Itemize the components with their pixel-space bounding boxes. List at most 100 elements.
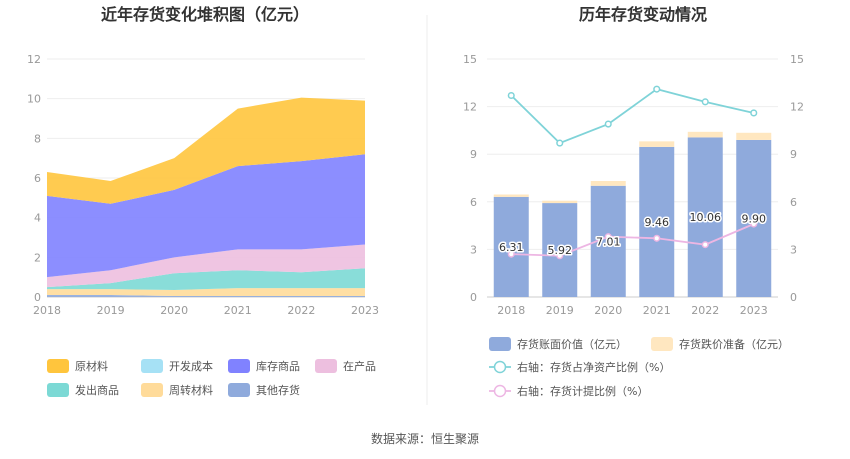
legend-label-other_inventory: 其他存货 (256, 383, 300, 397)
right-y2-tick-label: 15 (790, 53, 804, 66)
bar-book_value (542, 203, 578, 297)
left-y-tick-label: 6 (34, 172, 41, 185)
point-ratio_provision (556, 252, 564, 260)
right-x-tick-label: 2018 (497, 304, 525, 317)
point-ratio_assets (701, 98, 709, 106)
left-y-tick-label: 0 (34, 291, 41, 304)
right-legend: 存货账面价值（亿元） 存货跌价准备（亿元） 右轴：存货占净资产比例（%） 右轴：存货计… (489, 337, 789, 398)
right-chart-title: 历年存货变动情况 (579, 5, 707, 24)
data-source: 数据来源：恒生聚源 (371, 431, 479, 446)
legend-label-ratio_assets: 右轴：存货占净资产比例（%） (517, 360, 670, 374)
bar-book_value (639, 146, 675, 297)
bar-book_value (687, 137, 723, 297)
legend-label-ratio_provision: 右轴：存货计提比例（%） (517, 384, 648, 398)
right-y2-tick-label: 12 (790, 101, 804, 114)
left-y-tick-label: 8 (34, 132, 41, 145)
legend-label-shipped_goods: 发出商品 (75, 383, 119, 397)
left-y-tick-label: 10 (27, 93, 41, 106)
line-ratio_assets (510, 88, 754, 145)
legend-marker-ratio_provision (493, 384, 507, 398)
left-y-tick-label: 12 (27, 53, 41, 66)
bar-impairment (639, 141, 675, 147)
point-ratio_provision (604, 233, 612, 241)
right-y-tick-label: 3 (470, 243, 477, 256)
bar-value-label: 9.46 (645, 216, 670, 229)
legend-swatch-impairment (651, 337, 673, 351)
legend-marker-ratio_assets (493, 360, 507, 374)
right-y2-tick-label: 0 (790, 291, 797, 304)
point-ratio_assets (556, 139, 564, 147)
legend-swatch-raw_materials (47, 359, 69, 373)
legend-label-wip: 在产品 (343, 359, 376, 373)
legend-label-raw_materials: 原材料 (75, 359, 108, 373)
bar-value-label: 5.92 (548, 244, 573, 257)
bar-impairment (590, 181, 626, 186)
bar-impairment (736, 132, 772, 140)
right-y-tick-label: 12 (463, 101, 477, 114)
bar-impairment (493, 194, 529, 197)
area-raw_materials (47, 97, 365, 204)
point-ratio_provision (507, 250, 515, 258)
bar-value-label: 7.01 (596, 235, 621, 248)
legend-label-finished_goods: 库存商品 (256, 359, 300, 373)
point-ratio_assets (507, 91, 515, 100)
left-x-tick-label: 2023 (351, 304, 379, 317)
left-x-tick-label: 2019 (97, 304, 125, 317)
left-x-tick-label: 2021 (224, 304, 252, 317)
right-y2-tick-label: 9 (790, 148, 797, 161)
right-y-tick-label: 0 (470, 291, 477, 304)
right-y-tick-label: 9 (470, 148, 477, 161)
bar-value-label: 9.90 (742, 212, 767, 225)
right-x-tick-label: 2019 (546, 304, 574, 317)
left-y-tick-label: 2 (34, 251, 41, 264)
legend-swatch-book_value (489, 337, 511, 351)
left-y-tick-label: 4 (34, 212, 41, 225)
legend-swatch-turnover_materials (141, 383, 163, 397)
right-x-tick-label: 2023 (740, 304, 768, 317)
area-shipped_goods (47, 268, 365, 291)
legend-label-book_value: 存货账面价值（亿元） (517, 337, 627, 351)
left-areas (47, 97, 365, 297)
left-chart-title: 近年存货变化堆积图（亿元） (101, 5, 309, 24)
legend-label-impairment: 存货跌价准备（亿元） (679, 337, 789, 351)
area-wip (47, 244, 365, 288)
right-x-tick-label: 2020 (594, 304, 622, 317)
left-x-tick-label: 2020 (160, 304, 188, 317)
point-ratio_provision (750, 220, 758, 228)
legend-label-development_cost: 开发成本 (169, 359, 213, 373)
legend-swatch-development_cost (141, 359, 163, 373)
right-x-tick-label: 2021 (643, 304, 671, 317)
legend-swatch-finished_goods (228, 359, 250, 373)
left-axes: 0 2 4 6 8 10 12 2018 2019 2020 2021 2022 2023 (27, 53, 379, 317)
right-axes: 0 3 6 9 12 15 0 3 6 9 12 15 2018 2019 2020 2021 2022 2023 (463, 53, 804, 317)
inventory-bar-line-chart: 历年存货变动情况 6.31 5.92 7.01 9.46 10.06 9.90 0 3 6 9 1… (463, 5, 804, 398)
area-turnover_materials (47, 288, 365, 297)
left-x-tick-label: 2022 (287, 304, 315, 317)
right-bars (493, 131, 772, 297)
legend-swatch-other_inventory (228, 383, 250, 397)
right-y2-tick-label: 3 (790, 243, 797, 256)
bar-value-label: 10.06 (690, 211, 722, 224)
point-ratio_assets (750, 109, 758, 117)
left-x-tick-label: 2018 (33, 304, 61, 317)
area-finished_goods (47, 154, 365, 278)
point-ratio_assets (653, 85, 661, 93)
right-y-tick-label: 6 (470, 196, 477, 209)
right-grid (487, 58, 778, 298)
bar-book_value (736, 139, 772, 297)
right-lines (507, 85, 758, 260)
point-ratio_assets (604, 120, 612, 128)
point-ratio_provision (653, 234, 661, 242)
legend-swatch-shipped_goods (47, 383, 69, 397)
bar-book_value (493, 196, 529, 297)
bar-value-label: 6.31 (499, 241, 524, 254)
right-y2-tick-label: 6 (790, 196, 797, 209)
bar-impairment (542, 200, 578, 204)
point-ratio_provision (701, 241, 709, 249)
right-data-labels: 6.31 5.92 7.01 9.46 10.06 9.90 (498, 210, 768, 259)
legend-swatch-wip (315, 359, 337, 373)
right-y-tick-label: 15 (463, 53, 477, 66)
line-ratio_provision (511, 223, 755, 257)
